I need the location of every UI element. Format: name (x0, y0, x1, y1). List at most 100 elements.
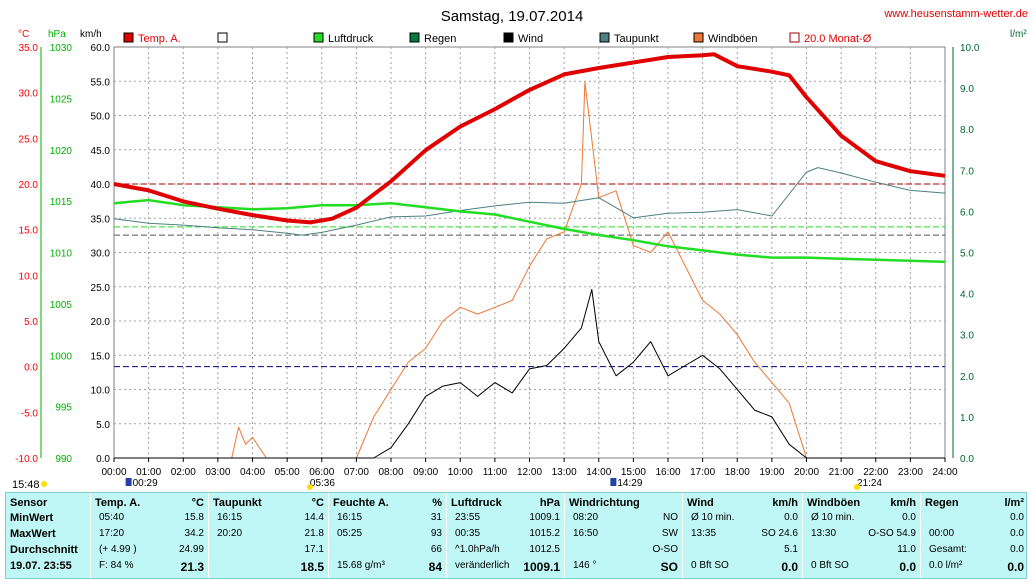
stats-cell-label: veränderlich (455, 560, 510, 571)
x-tick-label: 10:00 (448, 467, 473, 478)
legend-label: Windböen (708, 33, 758, 45)
x-tick-label: 13:00 (552, 467, 577, 478)
stats-cell-value: 0.0 (1007, 560, 1024, 574)
x-axis-ticks: 00:00 01:00 02:00 03:00 04:00 05:00 06:00 07:00… (101, 458, 958, 478)
stats-row: O-SO (569, 544, 678, 558)
stats-table: Sensor MinWert MaxWert Durchschnitt 19.07. 2… (5, 492, 1027, 579)
rain-tick-label: 4.0 (960, 290, 974, 301)
legend-label: Temp. A. (138, 33, 181, 45)
stats-cell-value: 15.8 (184, 512, 204, 523)
stats-cell-value: 31 (430, 512, 442, 523)
x-tick-label: 22:00 (863, 467, 888, 478)
stats-row: 66 (333, 544, 442, 558)
stats-row: 17.1 (213, 544, 324, 558)
pressure-tick-label: 1030 (50, 43, 73, 54)
stats-column-header: Windböen km/h (807, 497, 916, 511)
stats-row: 15.68 g/m³ 84 (333, 560, 442, 574)
rain-tick-label: 9.0 (960, 84, 974, 95)
stats-row: 05:40 15.8 (95, 512, 204, 526)
temp-tick-label: 15.0 (19, 226, 39, 237)
stats-column-unit: km/h (890, 497, 916, 509)
stats-cell-label: 05:25 (337, 528, 363, 539)
stats-cell-label: MinWert (10, 512, 54, 524)
stats-row: 0.0 l/m² 0.0 (925, 560, 1024, 574)
stats-row: Ø 10 min. 0.0 (807, 512, 916, 526)
legend-swatch (503, 32, 514, 43)
stats-cell-value: 14.4 (304, 512, 324, 523)
stats-cell-label: 0 Bft SO (811, 560, 849, 571)
stats-cell-value: O-SO (652, 544, 678, 555)
x-tick-label: 20:00 (794, 467, 819, 478)
stats-row: 16:15 14.4 (213, 512, 324, 526)
temp-tick-label: 35.0 (19, 43, 39, 54)
stats-row: MinWert (10, 512, 86, 526)
stats-row: 00:35 1015.2 (451, 528, 560, 542)
stats-column: Windböen km/h Ø 10 min. 0.0 13:30 O-SO 54.9 11… (802, 493, 920, 578)
wind-tick-label: 45.0 (91, 146, 111, 157)
corner-time: 15:48 (12, 479, 40, 491)
rain-tick-label: 0.0 (960, 454, 974, 465)
rain-tick-label: 7.0 (960, 166, 974, 177)
stats-column-unit: km/h (772, 497, 798, 509)
stats-cell-label: 13:35 (691, 528, 717, 539)
stats-row: 13:35 SO 24.6 (687, 528, 798, 542)
pressure-tick-label: 1005 (50, 300, 73, 311)
wind-tick-label: 30.0 (91, 249, 111, 260)
stats-row: veränderlich 1009.1 (451, 560, 560, 574)
stats-column-header: Sensor (10, 497, 86, 511)
stats-column-title: Feuchte A. (333, 497, 389, 509)
wind-tick-label: 15.0 (91, 351, 111, 362)
site-url[interactable]: www.heusenstamm-wetter.de (883, 8, 1028, 20)
stats-cell-label: Ø 10 min. (811, 512, 855, 523)
temp-tick-label: 25.0 (19, 134, 39, 145)
stats-cell-value: 0.0 (1010, 528, 1024, 539)
x-tick-label: 19:00 (759, 467, 784, 478)
stats-cell-label: 20:20 (217, 528, 243, 539)
stats-cell-value: 24.99 (178, 544, 204, 555)
stats-row: 16:15 31 (333, 512, 442, 526)
stats-cell-label: 00:00 (929, 528, 955, 539)
stats-cell-label: 00:35 (455, 528, 481, 539)
stats-column-title: Temp. A. (95, 497, 141, 509)
stats-column-header: Temp. A. °C (95, 497, 204, 511)
stats-cell-label: 16:50 (573, 528, 599, 539)
stats-cell-value: 93 (430, 528, 442, 539)
stats-row: 19.07. 23:55 (10, 560, 86, 574)
stats-cell-value: 21.3 (180, 560, 204, 574)
stats-row: 00:00 0.0 (925, 528, 1024, 542)
pressure-tick-label: 1010 (50, 249, 73, 260)
series-line-temp-a- (113, 52, 946, 225)
legend-label: Regen (424, 33, 456, 45)
stats-cell-label: Durchschnitt (10, 544, 78, 556)
stats-row: Gesamt: 0.0 (925, 544, 1024, 558)
stats-cell-value: 0.0 (902, 512, 916, 523)
stats-cell-label: 05:40 (99, 512, 125, 523)
legend-label: 20.0 Monat-Ø (804, 33, 872, 45)
legend-swatch (789, 32, 800, 43)
x-tick-label: 07:00 (344, 467, 369, 478)
wind-tick-label: 5.0 (96, 420, 110, 431)
stats-cell-value: 0.0 (1010, 512, 1024, 523)
x-tick-label: 09:00 (413, 467, 438, 478)
stats-cell-value: 21.8 (304, 528, 324, 539)
stats-column-unit: °C (191, 497, 204, 509)
legend-swatch (217, 32, 228, 43)
x-tick-label: 11:00 (483, 467, 508, 478)
stats-cell-label: 0.0 l/m² (929, 560, 963, 571)
x-tick-label: 00:00 (101, 467, 126, 478)
stats-cell-value: 18.5 (300, 560, 324, 574)
rain-tick-label: 5.0 (960, 249, 974, 260)
stats-cell-label: 13:30 (811, 528, 837, 539)
stats-cell-label: 19.07. 23:55 (10, 560, 72, 572)
wind-tick-label: 55.0 (91, 77, 111, 88)
left-axis-ticks: 35.0 30.0 25.0 20.0 15.0 10.0 5.0 0.0 -5.0 -10.0 1… (15, 43, 110, 465)
stats-column-header: Windrichtung (569, 497, 678, 511)
weather-chart: Samstag, 19.07.2014 www.heusenstamm-wett… (12, 8, 1028, 491)
stats-row: 23:55 1009.1 (451, 512, 560, 526)
x-tick-label: 15:00 (621, 467, 646, 478)
time-marker-label: 00:29 (133, 478, 158, 489)
stats-row: 13:30 O-SO 54.9 (807, 528, 916, 542)
x-tick-label: 16:00 (655, 467, 680, 478)
stats-column-unit: °C (311, 497, 324, 509)
wind-tick-label: 20.0 (91, 317, 111, 328)
